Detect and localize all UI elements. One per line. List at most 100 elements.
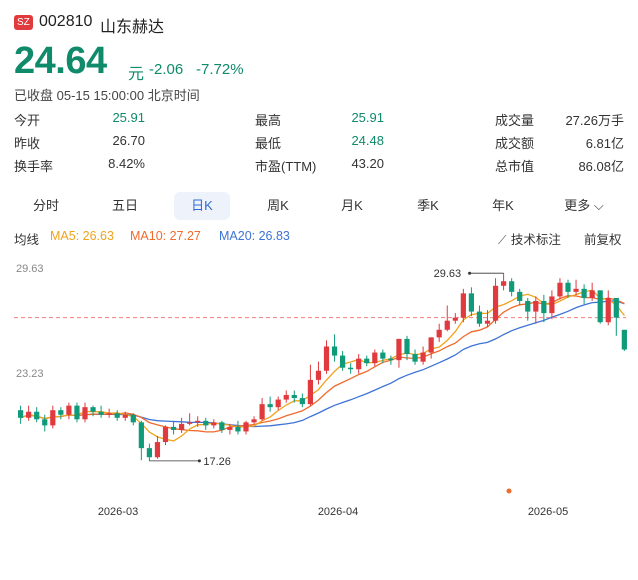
candle-body — [565, 282, 571, 292]
tab-4[interactable]: 月K — [341, 198, 363, 213]
stat-value: 86.08亿 — [578, 159, 624, 174]
candle-body — [533, 300, 539, 312]
price-unit: 元 — [128, 66, 145, 83]
candle-body — [404, 338, 410, 355]
stat-label: 市盈(TTM) — [255, 159, 317, 174]
candle-body — [380, 352, 386, 359]
candle-body — [356, 358, 362, 370]
candle-body — [605, 297, 611, 323]
stat-value: 43.20 — [351, 156, 384, 171]
candle-body — [420, 352, 426, 362]
candle-body — [444, 320, 450, 330]
period-tabs: 分时 五日 日K 周K 月K 季K 年K 更多 ⌵ — [0, 192, 638, 220]
candle-body — [621, 329, 627, 350]
candle-body — [517, 291, 523, 301]
indicator-toggle[interactable]: ⟋ 技术标注 — [498, 229, 561, 249]
stock-name: 山东赫达 — [100, 19, 165, 36]
candle-body — [460, 293, 466, 318]
candle-body — [106, 413, 112, 415]
candle-body — [573, 288, 579, 292]
candle-body — [251, 419, 257, 423]
candle-body — [307, 379, 313, 405]
candle-body — [82, 407, 88, 420]
candle-body — [323, 346, 330, 371]
ma5-value: MA5: 26.63 — [50, 229, 114, 243]
candle-body — [283, 395, 289, 400]
candle-body — [90, 407, 96, 412]
tab-3[interactable]: 周K — [267, 198, 289, 213]
ma-label: 均线 — [14, 233, 40, 247]
stat-label: 换手率 — [14, 159, 54, 174]
candle-body — [50, 410, 56, 426]
stats-grid: 今开 25.91 最高 25.91 成交量 27.26万手 昨收 26.70 最低 24.48 成交… — [0, 110, 638, 182]
candle-body — [34, 411, 40, 420]
candle-body — [396, 338, 402, 361]
candle-body — [122, 414, 128, 418]
candle-body — [203, 420, 209, 426]
y-tick-label: 23.23 — [16, 368, 44, 380]
candle-body — [364, 358, 370, 364]
candle-body — [66, 405, 72, 415]
stat-value: 24.48 — [351, 133, 384, 148]
ma5-line — [20, 289, 625, 442]
candle-body — [372, 352, 378, 364]
stat-value: 8.42% — [108, 156, 145, 171]
exchange-badge: SZ — [14, 15, 33, 30]
candle-body — [170, 426, 177, 430]
candle-body — [501, 281, 507, 286]
high-marker-dot — [468, 271, 472, 275]
candle-body — [549, 296, 555, 314]
price-change-pct: -7.72% — [196, 61, 244, 78]
adjust-toggle[interactable]: 前复权 — [584, 233, 622, 247]
stat-label: 成交量 — [495, 113, 535, 128]
stat-value: 25.91 — [112, 110, 145, 125]
stat-label: 今开 — [14, 113, 41, 128]
candlestick-chart[interactable]: 29.63 23.23 29.63 17.26 2026-03 2026-04 2026-0… — [0, 250, 638, 540]
stat-value: 27.26万手 — [565, 113, 624, 128]
tab-5[interactable]: 季K — [417, 198, 439, 213]
candle-body — [243, 422, 249, 432]
stat-label: 成交额 — [495, 136, 535, 151]
candle-body — [138, 422, 144, 449]
price-row: 24.64 元 -2.06 -7.72% — [14, 40, 614, 86]
ma20-value: MA20: 26.83 — [219, 229, 290, 243]
high-annotation: 29.63 — [434, 268, 462, 280]
tab-1[interactable]: 五日 — [111, 198, 138, 213]
candle-body — [428, 337, 434, 353]
candle-body — [331, 346, 338, 356]
tab-2[interactable]: 日K — [174, 192, 230, 220]
y-tick-label: 29.63 — [16, 263, 44, 275]
tab-0[interactable]: 分时 — [32, 198, 59, 213]
candle-body — [26, 411, 32, 418]
ma20-line — [20, 300, 625, 428]
candle-body — [299, 398, 305, 405]
ma10-value: MA10: 27.27 — [130, 229, 201, 243]
candle-body — [235, 426, 241, 432]
tab-6[interactable]: 年K — [492, 198, 514, 213]
settings-icon: ⟋ — [498, 233, 507, 247]
low-annotation: 17.26 — [203, 456, 231, 468]
candle-body — [541, 300, 547, 314]
candle-body — [195, 420, 201, 423]
current-price: 24.64 — [14, 40, 107, 82]
candle-body — [219, 422, 225, 430]
candle-body — [613, 297, 619, 318]
candle-body — [74, 405, 80, 420]
stat-value: 26.70 — [112, 133, 145, 148]
candle-body — [146, 448, 152, 458]
candle-body — [340, 355, 346, 368]
candle-body — [348, 367, 354, 370]
candle-body — [275, 399, 281, 408]
candle-body — [162, 426, 169, 443]
candle-body — [179, 423, 185, 430]
candle-body — [315, 370, 322, 380]
stat-label: 昨收 — [14, 136, 41, 151]
candle-body — [509, 281, 515, 292]
indicator-label: 技术标注 — [510, 233, 561, 247]
candle-body — [130, 414, 136, 423]
stock-header: SZ 002810 山东赫达 — [14, 13, 614, 36]
tab-7[interactable]: 更多 ⌵ — [564, 198, 604, 213]
candle-body — [452, 317, 458, 321]
price-change: -2.06 — [149, 61, 184, 78]
candle-body — [114, 413, 120, 418]
